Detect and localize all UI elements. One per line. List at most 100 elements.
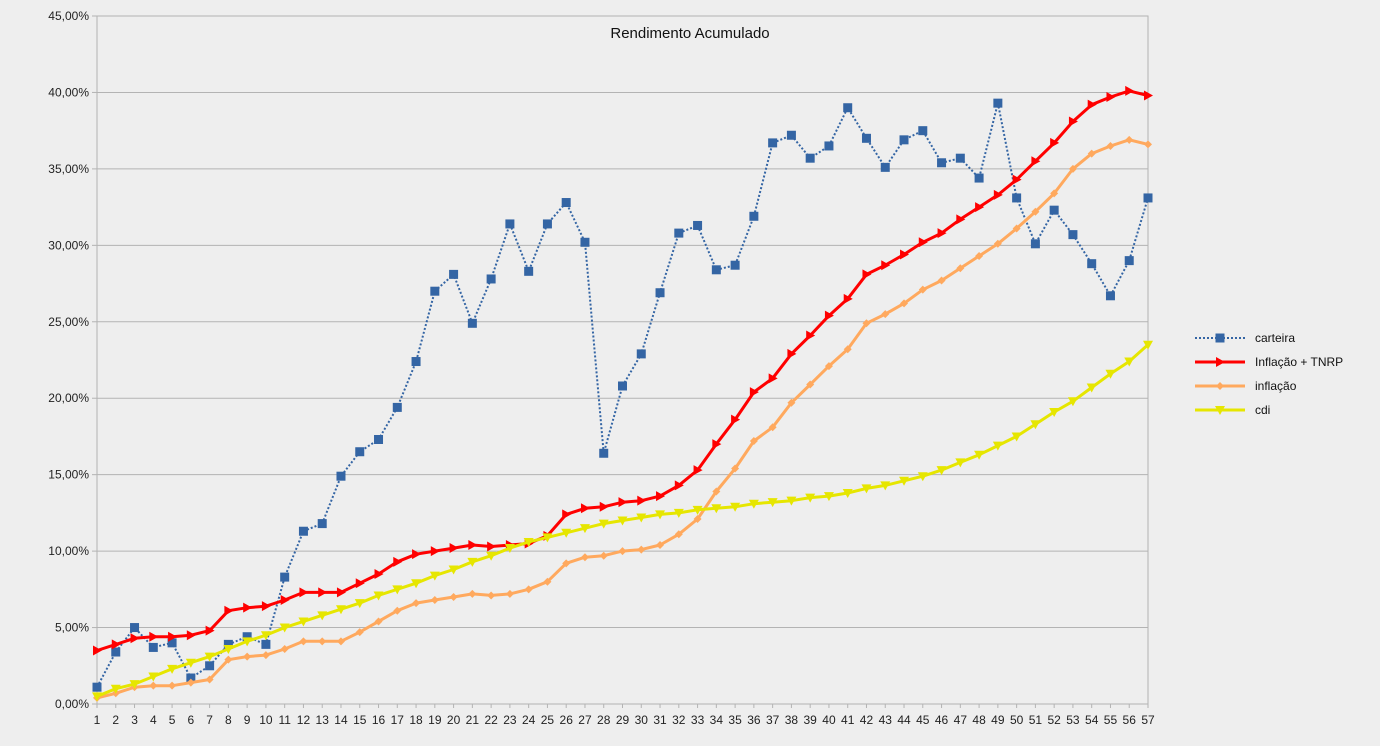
data-point bbox=[580, 553, 589, 562]
data-point bbox=[805, 493, 816, 503]
data-point bbox=[149, 631, 159, 642]
data-point bbox=[429, 571, 440, 581]
data-point bbox=[1012, 174, 1022, 185]
x-tick-label: 10 bbox=[259, 713, 273, 727]
data-point bbox=[280, 595, 290, 606]
data-point bbox=[205, 661, 215, 671]
x-tick-label: 1 bbox=[94, 713, 101, 727]
data-point bbox=[768, 373, 778, 384]
data-point bbox=[318, 587, 328, 598]
data-point bbox=[449, 592, 458, 601]
data-point bbox=[93, 645, 102, 656]
data-point bbox=[748, 499, 759, 509]
data-point bbox=[955, 458, 966, 468]
data-point bbox=[524, 585, 533, 594]
x-tick-label: 50 bbox=[1010, 713, 1024, 727]
data-point bbox=[693, 465, 703, 476]
data-point bbox=[317, 519, 327, 529]
data-point bbox=[185, 658, 196, 668]
data-point bbox=[1144, 90, 1153, 101]
series-0 bbox=[92, 98, 1153, 692]
y-tick-label: 15,00% bbox=[48, 468, 89, 482]
data-point bbox=[917, 472, 928, 482]
data-point bbox=[260, 631, 271, 641]
data-point bbox=[487, 591, 496, 600]
data-point bbox=[204, 652, 215, 662]
x-tick-label: 24 bbox=[522, 713, 536, 727]
x-tick-label: 38 bbox=[785, 713, 799, 727]
y-tick-label: 35,00% bbox=[48, 162, 89, 176]
data-point bbox=[543, 577, 552, 586]
data-point bbox=[412, 549, 422, 560]
data-point bbox=[993, 189, 1003, 200]
y-tick-label: 45,00% bbox=[48, 9, 89, 23]
data-point bbox=[580, 503, 590, 514]
data-point bbox=[749, 211, 759, 221]
data-point bbox=[486, 551, 497, 561]
data-point bbox=[805, 153, 815, 163]
data-point bbox=[674, 480, 684, 491]
data-point bbox=[580, 237, 590, 247]
data-point bbox=[806, 380, 815, 389]
data-point bbox=[617, 516, 628, 526]
data-point bbox=[1011, 432, 1022, 442]
x-tick-label: 6 bbox=[187, 713, 194, 727]
data-point bbox=[1143, 193, 1153, 203]
x-tick-label: 49 bbox=[991, 713, 1005, 727]
data-point bbox=[243, 602, 253, 613]
data-point bbox=[148, 672, 159, 682]
data-point bbox=[1087, 149, 1096, 158]
data-point bbox=[354, 599, 365, 609]
data-point bbox=[412, 599, 421, 608]
x-tick-label: 16 bbox=[372, 713, 386, 727]
data-point bbox=[223, 644, 234, 654]
data-point bbox=[505, 589, 514, 598]
legend-label: carteira bbox=[1255, 331, 1295, 345]
data-point bbox=[523, 537, 534, 547]
data-point bbox=[656, 540, 665, 549]
x-tick-label: 26 bbox=[560, 713, 574, 727]
y-tick-label: 30,00% bbox=[48, 238, 89, 252]
data-point bbox=[317, 611, 328, 621]
data-point bbox=[224, 655, 233, 664]
x-tick-label: 47 bbox=[954, 713, 968, 727]
data-point bbox=[806, 330, 816, 341]
data-point bbox=[636, 349, 646, 359]
data-point bbox=[280, 644, 289, 653]
x-tick-label: 32 bbox=[672, 713, 686, 727]
x-tick-label: 46 bbox=[935, 713, 949, 727]
x-tick-label: 25 bbox=[541, 713, 555, 727]
data-point bbox=[430, 546, 440, 557]
data-point bbox=[335, 605, 346, 615]
x-tick-label: 2 bbox=[112, 713, 119, 727]
data-point bbox=[693, 220, 703, 230]
x-tick-label: 9 bbox=[244, 713, 251, 727]
y-tick-label: 25,00% bbox=[48, 315, 89, 329]
data-point bbox=[824, 141, 834, 151]
legend-marker bbox=[1216, 382, 1224, 390]
data-point bbox=[430, 596, 439, 605]
plot-area bbox=[96, 15, 1149, 705]
x-tick-label: 51 bbox=[1029, 713, 1043, 727]
data-point bbox=[392, 402, 402, 412]
data-point bbox=[674, 228, 684, 238]
data-point bbox=[599, 501, 609, 512]
data-point bbox=[373, 591, 384, 601]
y-axis: 0,00% 5,00% 10,00% 15,00% 20,00% 25,00% 30,00%… bbox=[48, 9, 97, 711]
data-point bbox=[111, 647, 121, 657]
data-point bbox=[900, 299, 909, 308]
data-point bbox=[881, 260, 891, 271]
x-tick-label: 43 bbox=[879, 713, 893, 727]
data-point bbox=[899, 135, 909, 145]
data-point bbox=[167, 664, 178, 674]
y-tick-label: 5,00% bbox=[55, 621, 89, 635]
data-point bbox=[937, 158, 947, 168]
data-point bbox=[468, 589, 477, 598]
data-point bbox=[974, 450, 985, 460]
data-point bbox=[205, 675, 214, 684]
data-point bbox=[355, 447, 365, 457]
data-point bbox=[242, 637, 253, 647]
chart-title: Rendimento Acumulado bbox=[610, 25, 769, 42]
x-tick-label: 39 bbox=[803, 713, 817, 727]
